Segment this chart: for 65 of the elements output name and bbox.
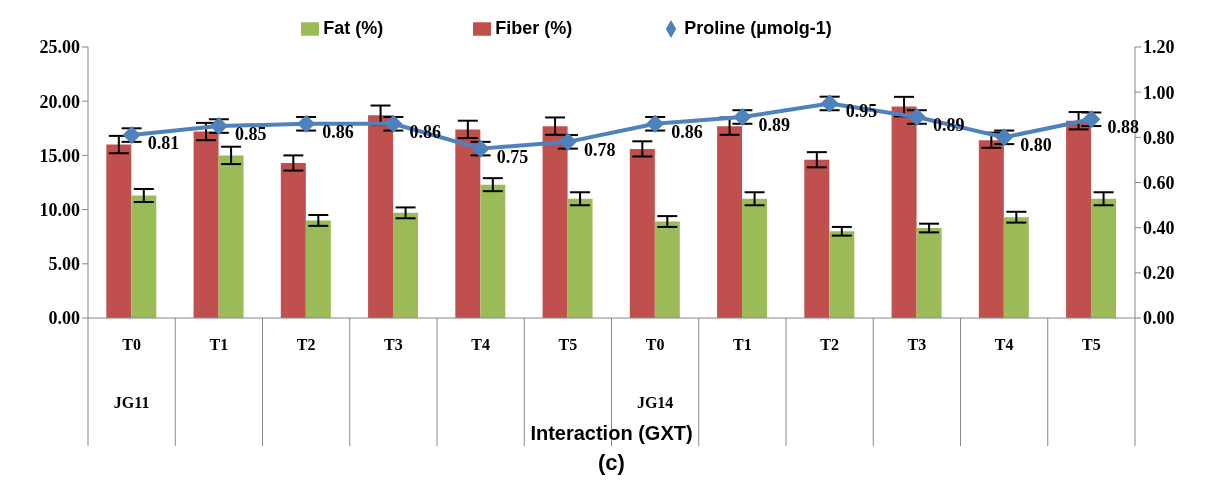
text: JG14 [636, 394, 674, 411]
bar [393, 212, 419, 318]
text: JG11 [113, 394, 150, 411]
y-tick-label: 5.00 [48, 254, 80, 275]
bar [131, 195, 157, 318]
x-tick-label: T1 [733, 336, 752, 353]
y2-tick-label: 1.20 [1143, 37, 1175, 58]
bar [1066, 120, 1092, 318]
x-tick-label: T0 [645, 336, 665, 353]
data-label: 0.88 [1107, 117, 1139, 138]
bar [106, 144, 132, 318]
bar [368, 115, 394, 318]
legend-label: Proline (µmolg-1) [684, 18, 832, 38]
bar [978, 140, 1004, 318]
bar [891, 106, 917, 318]
bar [916, 228, 942, 318]
x-tick-label: T5 [1082, 336, 1101, 353]
legend-label: Fat (%) [323, 18, 384, 38]
x-axis-title: Interaction (GXT) [530, 422, 693, 444]
bar [1003, 217, 1029, 318]
bar [455, 129, 481, 318]
bar [717, 126, 743, 318]
y2-tick-label: 0.60 [1143, 172, 1175, 193]
data-label: 0.75 [496, 146, 529, 167]
bar [629, 148, 655, 318]
bar [567, 198, 593, 318]
x-tick-label: T2 [820, 336, 839, 353]
y-tick-label: 10.00 [39, 199, 80, 220]
text: (c) [597, 450, 626, 476]
y-tick-label: 15.00 [39, 145, 80, 166]
bar [542, 126, 568, 318]
bar [742, 198, 768, 318]
x-tick-label: T4 [471, 336, 490, 353]
data-label: 0.80 [1020, 135, 1052, 156]
bar [305, 220, 331, 318]
y-tick-label: 20.00 [39, 91, 80, 112]
x-tick-label: T3 [384, 336, 403, 353]
y-tick-label: 25.00 [39, 37, 80, 58]
x-tick-label: T3 [907, 336, 927, 353]
x-tick-label: T0 [122, 336, 141, 353]
bar [804, 159, 830, 318]
x-tick-label: T1 [209, 336, 229, 353]
y2-tick-label: 1.00 [1143, 82, 1175, 103]
legend-label: Fiber (%) [495, 18, 573, 38]
y-tick-label: 0.00 [48, 308, 80, 329]
data-label: 0.85 [234, 124, 267, 145]
bar [280, 162, 306, 318]
x-tick-label: T2 [296, 336, 316, 353]
bar [654, 221, 680, 318]
bar [480, 184, 506, 318]
bar [218, 155, 244, 318]
y2-tick-label: 0.20 [1143, 263, 1175, 284]
bar [829, 231, 855, 318]
data-label: 0.81 [147, 133, 180, 154]
data-label: 0.86 [671, 121, 703, 142]
y2-tick-label: 0.80 [1143, 127, 1175, 148]
y2-tick-label: 0.40 [1143, 218, 1175, 239]
data-label: 0.86 [322, 121, 354, 142]
data-label: 0.89 [758, 115, 790, 136]
x-tick-label: T4 [994, 336, 1014, 353]
bar [193, 131, 219, 318]
data-label: 0.78 [583, 139, 616, 160]
y2-tick-label: 0.00 [1143, 308, 1175, 329]
x-tick-label: T5 [558, 336, 578, 353]
bar [1091, 198, 1117, 318]
